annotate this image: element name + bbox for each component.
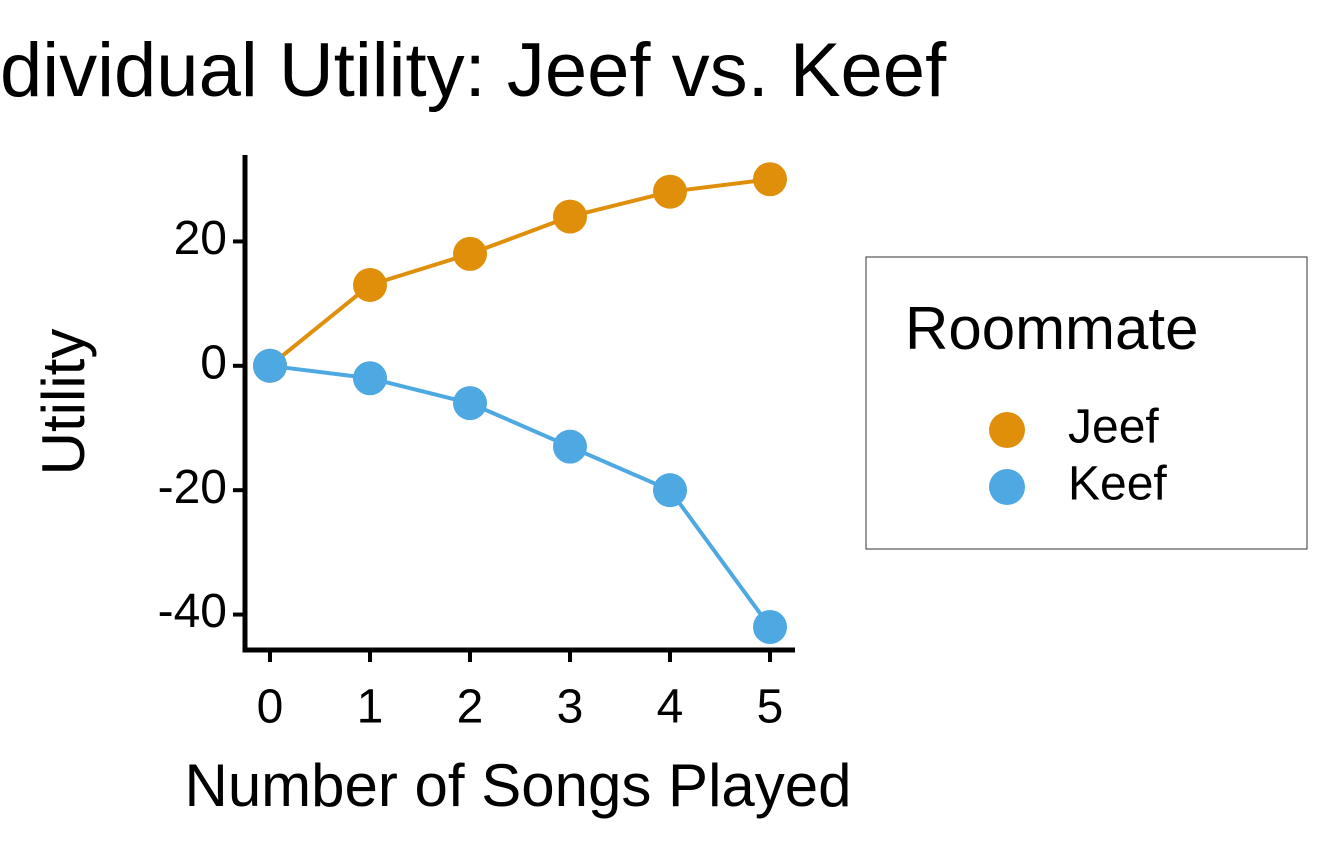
legend-title: Roommate bbox=[905, 295, 1198, 362]
y-tick-label: 0 bbox=[200, 336, 227, 389]
data-point bbox=[653, 174, 687, 209]
data-point bbox=[553, 199, 587, 234]
legend-label: Jeef bbox=[1068, 401, 1159, 454]
data-point bbox=[353, 361, 387, 396]
x-tick-label: 4 bbox=[657, 681, 684, 734]
legend-marker bbox=[989, 469, 1025, 505]
x-tick-label: 2 bbox=[457, 681, 484, 734]
data-point bbox=[753, 609, 787, 644]
data-point bbox=[353, 267, 387, 302]
series-line bbox=[268, 177, 771, 368]
x-tick-label: 0 bbox=[257, 681, 284, 734]
legend-label: Keef bbox=[1068, 458, 1167, 511]
x-tick-label: 1 bbox=[357, 681, 384, 734]
data-point bbox=[253, 348, 287, 383]
x-tick-label: 3 bbox=[557, 681, 584, 734]
series-line bbox=[269, 363, 772, 629]
x-axis-title: Number of Songs Played bbox=[184, 752, 851, 819]
data-point bbox=[453, 386, 487, 421]
legend-box bbox=[865, 256, 1308, 550]
y-tick-label: -40 bbox=[158, 585, 227, 638]
data-point bbox=[553, 429, 587, 464]
legend-marker bbox=[989, 412, 1025, 448]
chart-title: dividual Utility: Jeef vs. Keef bbox=[0, 28, 947, 113]
y-tick-label: -20 bbox=[158, 461, 227, 514]
data-point bbox=[453, 236, 487, 271]
y-axis-title: Utility bbox=[30, 329, 97, 476]
x-tick-label: 5 bbox=[757, 681, 784, 734]
data-point bbox=[753, 162, 787, 197]
data-point bbox=[653, 473, 687, 508]
y-tick-label: 20 bbox=[174, 212, 227, 265]
